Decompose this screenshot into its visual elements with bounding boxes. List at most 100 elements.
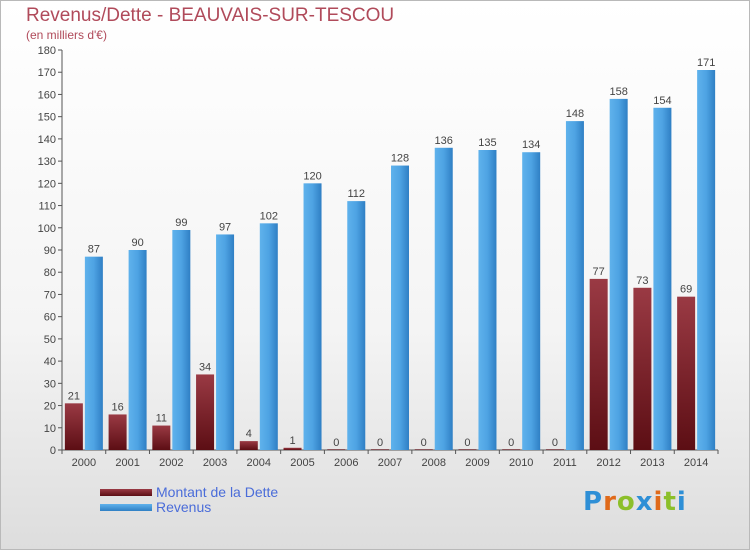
x-tick-label: 2009 xyxy=(465,457,489,469)
bar-revenus xyxy=(259,223,278,450)
y-tick-label: 130 xyxy=(38,156,56,168)
bar-dette xyxy=(327,449,346,450)
data-label-dette: 1 xyxy=(289,435,295,447)
data-label-dette: 16 xyxy=(111,401,123,413)
bar-dette xyxy=(152,425,171,450)
y-tick-label: 110 xyxy=(38,201,56,213)
x-tick-label: 2005 xyxy=(290,457,314,469)
logo-letter: P xyxy=(583,487,604,517)
data-label-dette: 4 xyxy=(246,428,252,440)
chart-subtitle: (en milliers d'€) xyxy=(26,28,107,42)
data-label-dette: 0 xyxy=(464,437,470,449)
bar-revenus xyxy=(216,234,235,450)
bar-revenus xyxy=(347,201,366,450)
data-label-revenus: 158 xyxy=(609,86,627,98)
data-label-dette: 69 xyxy=(680,284,692,296)
y-tick-label: 20 xyxy=(44,401,56,413)
data-label-dette: 0 xyxy=(421,437,427,449)
bar-dette xyxy=(64,403,83,450)
y-tick-label: 140 xyxy=(38,134,56,146)
y-tick-label: 40 xyxy=(44,356,56,368)
bar-dette xyxy=(677,296,696,450)
x-tick-label: 2008 xyxy=(421,457,445,469)
logo-letter: x xyxy=(635,487,654,517)
bar-dette xyxy=(633,287,652,450)
bar-revenus xyxy=(478,150,497,450)
y-tick-label: 0 xyxy=(50,445,56,457)
data-label-dette: 73 xyxy=(636,275,648,287)
data-label-revenus: 90 xyxy=(131,237,143,249)
legend-label-dette: Montant de la Dette xyxy=(156,484,279,500)
bar-revenus xyxy=(172,230,191,450)
x-tick-label: 2000 xyxy=(72,457,96,469)
chart-title: Revenus/Dette - BEAUVAIS-SUR-TESCOU xyxy=(26,5,395,26)
bar-dette xyxy=(283,447,302,450)
x-tick-label: 2011 xyxy=(553,457,577,469)
data-label-dette: 77 xyxy=(593,266,605,278)
bar-dette xyxy=(502,449,521,450)
x-tick-label: 2010 xyxy=(509,457,533,469)
proxiti-logo: Proxiti xyxy=(583,487,687,517)
bar-dette xyxy=(239,441,258,450)
y-tick-label: 90 xyxy=(44,245,56,257)
logo-letter: i xyxy=(676,487,687,517)
legend-swatch-revenus xyxy=(100,504,152,511)
y-tick-label: 70 xyxy=(44,289,56,301)
legend-label-revenus: Revenus xyxy=(156,499,212,515)
data-label-revenus: 171 xyxy=(697,57,715,69)
data-label-revenus: 97 xyxy=(219,221,231,233)
bar-revenus xyxy=(434,147,453,450)
data-label-dette: 34 xyxy=(199,361,211,373)
bar-revenus xyxy=(609,98,628,450)
data-label-dette: 11 xyxy=(156,413,167,425)
data-label-dette: 21 xyxy=(68,390,80,402)
bar-dette xyxy=(545,449,564,450)
data-label-revenus: 136 xyxy=(435,135,453,147)
bar-revenus xyxy=(565,121,584,450)
y-tick-label: 50 xyxy=(44,334,56,346)
y-tick-label: 100 xyxy=(38,223,56,235)
x-tick-label: 2003 xyxy=(203,457,227,469)
bar-dette xyxy=(589,278,608,450)
data-label-revenus: 128 xyxy=(391,153,409,165)
y-tick-label: 120 xyxy=(38,178,56,190)
logo-letter: r xyxy=(603,487,617,517)
data-label-dette: 0 xyxy=(552,437,558,449)
data-label-revenus: 135 xyxy=(478,137,496,149)
logo-letter: t xyxy=(663,487,677,517)
x-tick-label: 2004 xyxy=(247,457,271,469)
bar-revenus xyxy=(303,183,322,451)
data-label-revenus: 102 xyxy=(260,210,278,222)
data-label-dette: 0 xyxy=(333,437,339,449)
bar-dette xyxy=(196,374,215,450)
y-tick-label: 80 xyxy=(44,267,56,279)
y-tick-label: 180 xyxy=(38,45,56,57)
x-tick-label: 2013 xyxy=(640,457,664,469)
data-label-revenus: 134 xyxy=(522,139,540,151)
logo-letter: i xyxy=(653,487,664,517)
bar-revenus xyxy=(84,256,103,450)
bar-revenus xyxy=(128,250,147,450)
x-tick-label: 2012 xyxy=(596,457,620,469)
x-tick-label: 2007 xyxy=(378,457,402,469)
bar-dette xyxy=(108,414,127,450)
data-label-dette: 0 xyxy=(508,437,514,449)
y-tick-label: 170 xyxy=(38,67,56,79)
data-label-dette: 0 xyxy=(377,437,383,449)
legend-swatch-dette xyxy=(100,489,152,496)
data-label-revenus: 120 xyxy=(303,170,321,182)
y-tick-label: 160 xyxy=(38,89,56,101)
y-tick-label: 150 xyxy=(38,112,56,124)
data-label-revenus: 148 xyxy=(566,108,584,120)
bar-dette xyxy=(371,449,389,450)
y-tick-label: 60 xyxy=(44,312,56,324)
y-tick-label: 30 xyxy=(44,378,56,390)
bar-revenus xyxy=(653,107,672,451)
bar-revenus xyxy=(522,152,541,450)
bar-revenus xyxy=(697,70,716,450)
data-label-revenus: 154 xyxy=(653,95,671,107)
x-tick-label: 2006 xyxy=(334,457,358,469)
data-label-revenus: 99 xyxy=(175,217,187,229)
data-label-revenus: 87 xyxy=(88,244,100,256)
